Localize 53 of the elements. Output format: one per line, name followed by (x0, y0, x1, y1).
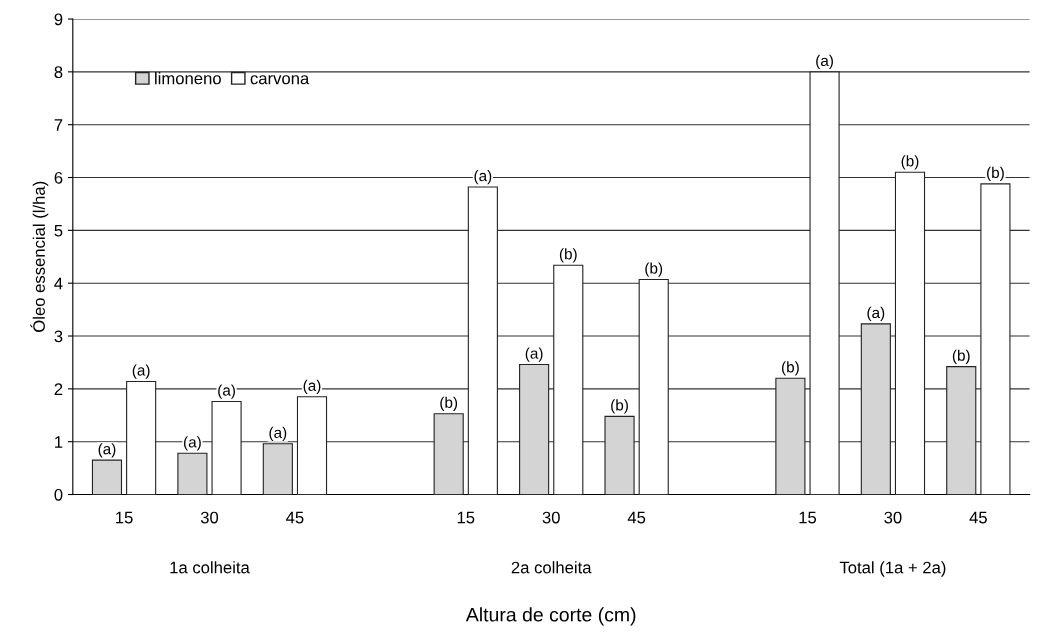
y-tick-label: 0 (54, 488, 63, 501)
y-tick-label: 8 (54, 66, 63, 79)
data-label: (b) (645, 262, 663, 277)
data-label: (a) (474, 170, 492, 185)
y-tick-label: 3 (54, 330, 63, 343)
y-axis-title: Óleo essencial (l/ha) (30, 181, 49, 332)
data-label: (a) (132, 364, 150, 379)
y-tick-label: 6 (54, 171, 63, 184)
x-tick-label: 45 (969, 511, 987, 524)
data-label: (a) (525, 347, 543, 362)
bar (91, 459, 123, 495)
text: 2a colheita (511, 561, 592, 574)
x-tick-label: 45 (627, 511, 646, 524)
data-label: (b) (901, 155, 919, 170)
data-label: (b) (611, 399, 628, 414)
text: Total (1a + 2a) (839, 561, 946, 577)
data-label: (a) (218, 384, 235, 399)
data-label: (b) (440, 396, 458, 411)
x-tick-label: 45 (286, 511, 304, 524)
y-tick-label: 2 (54, 383, 63, 395)
x-tick-label: 15 (799, 511, 817, 524)
x-tick-label: 30 (884, 511, 902, 524)
data-label: (a) (867, 306, 885, 322)
data-label: (b) (559, 248, 577, 263)
y-tick-label: 5 (54, 224, 63, 237)
data-label: (a) (303, 379, 321, 394)
text: 1a colheita (170, 561, 250, 574)
bar (262, 443, 293, 495)
x-tick-label: 15 (457, 511, 475, 524)
bar (604, 415, 635, 495)
x-tick-label: 30 (542, 511, 560, 524)
data-label: (b) (782, 361, 799, 376)
bar (946, 366, 977, 495)
x-tick-label: 30 (200, 511, 219, 524)
data-label: (a) (269, 426, 287, 442)
data-label: (b) (952, 349, 970, 364)
bar (519, 363, 550, 495)
data-label: (a) (816, 54, 833, 70)
data-label: (b) (987, 166, 1004, 182)
y-tick-label: 7 (54, 119, 63, 131)
x-tick-label: 15 (116, 511, 133, 524)
bar (177, 452, 208, 495)
y-tick-label: 4 (54, 277, 63, 290)
y-tick-label: 1 (55, 436, 63, 448)
data-label: (a) (98, 443, 116, 458)
bar (860, 323, 891, 495)
legend-label: limoneno (155, 72, 221, 85)
data-label: (a) (184, 436, 201, 451)
x-axis-title: Altura de corte (cm) (465, 607, 636, 626)
legend-label: carvona (250, 75, 310, 85)
y-tick-label: 9 (54, 13, 63, 26)
bar (775, 377, 806, 495)
bar (433, 413, 464, 495)
